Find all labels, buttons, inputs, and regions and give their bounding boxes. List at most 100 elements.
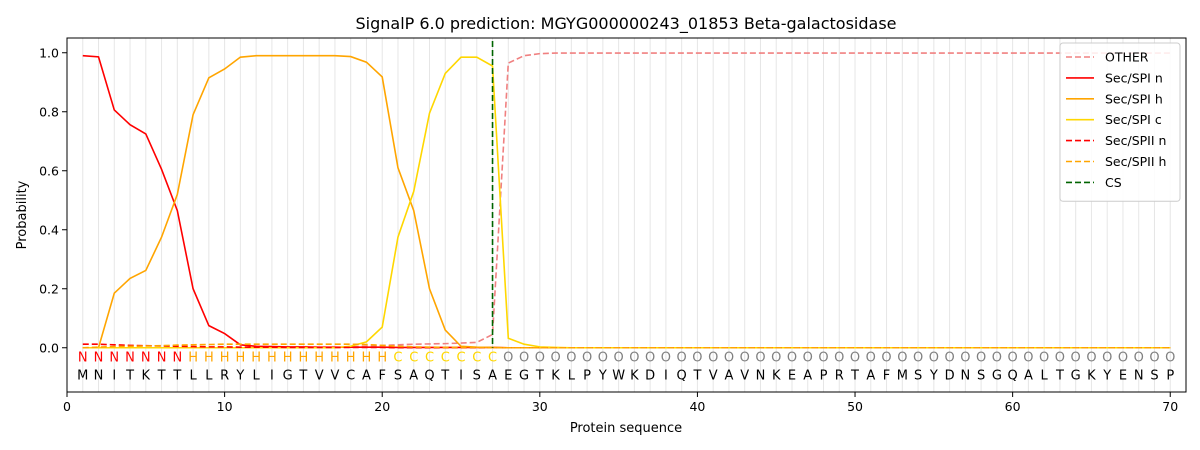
residue-letter: E <box>788 368 796 383</box>
region-label: O <box>1071 351 1081 366</box>
region-label: O <box>992 351 1002 366</box>
legend-entry: CS <box>1105 175 1122 190</box>
residue-letter: G <box>992 368 1002 383</box>
residue-letter: M <box>897 368 908 383</box>
residue-letter: W <box>612 368 625 383</box>
region-label: O <box>897 351 907 366</box>
residue-letter: A <box>724 368 733 383</box>
region-label: N <box>125 351 135 366</box>
residue-letter: T <box>692 368 701 383</box>
residue-letter: P <box>1166 368 1174 383</box>
y-tick-label: 1.0 <box>39 45 59 60</box>
region-label: C <box>409 351 418 366</box>
legend-entry: Sec/SPII h <box>1105 154 1166 169</box>
region-label: O <box>929 351 939 366</box>
residue-letter: K <box>772 368 781 383</box>
legend-entry: Sec/SPI c <box>1105 112 1162 127</box>
series-line-sec-spi-h <box>82 54 1171 349</box>
residue-letter: C <box>346 368 355 383</box>
region-label: O <box>535 351 545 366</box>
residue-letter: V <box>330 368 339 383</box>
region-label: O <box>724 351 734 366</box>
residue-letter: S <box>1150 368 1158 383</box>
region-label: H <box>330 351 340 366</box>
region-label: O <box>1055 351 1065 366</box>
residue-letter: Y <box>598 368 607 383</box>
region-label: O <box>881 351 891 366</box>
residue-letter: K <box>1087 368 1096 383</box>
residue-letter: Q <box>424 368 434 383</box>
region-label: O <box>692 351 702 366</box>
region-label: O <box>787 351 797 366</box>
region-label: C <box>425 351 434 366</box>
region-label: H <box>220 351 230 366</box>
residue-letter: E <box>1119 368 1127 383</box>
region-label: N <box>157 351 167 366</box>
series-line-sec-spi-c <box>82 56 1171 349</box>
residue-letter: V <box>315 368 324 383</box>
residue-letter: I <box>112 368 116 383</box>
series-line-other <box>82 52 1171 349</box>
region-label: C <box>441 351 450 366</box>
region-label: O <box>944 351 954 366</box>
region-label: H <box>283 351 293 366</box>
residue-letter: A <box>362 368 371 383</box>
region-label: H <box>299 351 309 366</box>
residue-letter: G <box>519 368 529 383</box>
series-line-sec-spii-h <box>82 343 1171 349</box>
region-label: N <box>94 351 104 366</box>
residue-letter: S <box>394 368 402 383</box>
region-label: O <box>866 351 876 366</box>
residue-letter: R <box>835 368 844 383</box>
x-tick-label: 60 <box>1005 399 1021 414</box>
region-label: O <box>661 351 671 366</box>
region-label: O <box>818 351 828 366</box>
residue-letter: L <box>568 368 576 383</box>
y-tick-label: 0.8 <box>39 104 59 119</box>
y-tick-label: 0.6 <box>39 163 59 178</box>
residue-letter: S <box>473 368 481 383</box>
residue-letter: A <box>1024 368 1033 383</box>
region-label: O <box>960 351 970 366</box>
region-label: O <box>803 351 813 366</box>
residue-letter: Y <box>1102 368 1111 383</box>
residue-letter: N <box>756 368 766 383</box>
region-label: O <box>755 351 765 366</box>
residue-letter: T <box>125 368 134 383</box>
region-label: O <box>629 351 639 366</box>
residue-letter: T <box>157 368 166 383</box>
x-tick-label: 0 <box>63 399 71 414</box>
residue-letter: P <box>820 368 828 383</box>
y-tick-label: 0.4 <box>39 222 59 237</box>
region-label: O <box>1118 351 1128 366</box>
residue-letter: G <box>1071 368 1081 383</box>
region-label: O <box>976 351 986 366</box>
region-label: C <box>472 351 481 366</box>
region-label: O <box>1039 351 1049 366</box>
region-label: O <box>645 351 655 366</box>
x-tick-label: 30 <box>532 399 548 414</box>
y-tick-label: 0.2 <box>39 281 59 296</box>
region-label: O <box>1023 351 1033 366</box>
region-label: C <box>393 351 402 366</box>
region-label: H <box>346 351 356 366</box>
residue-letter: L <box>205 368 213 383</box>
region-label: H <box>251 351 261 366</box>
region-label: O <box>850 351 860 366</box>
plot-frame <box>66 37 1187 393</box>
series-line-sec-spi-n <box>82 54 1171 349</box>
chart-title: SignalP 6.0 prediction: MGYG000000243_01… <box>355 14 896 34</box>
residue-letter: A <box>409 368 418 383</box>
residue-letter: E <box>504 368 512 383</box>
region-label: O <box>566 351 576 366</box>
residue-letter: A <box>803 368 812 383</box>
residue-letter: T <box>440 368 449 383</box>
x-tick-label: 20 <box>374 399 390 414</box>
residue-letter: K <box>551 368 560 383</box>
region-label: O <box>913 351 923 366</box>
residue-letter: T <box>850 368 859 383</box>
region-label: O <box>708 351 718 366</box>
x-tick-label: 40 <box>689 399 705 414</box>
residue-letter: Y <box>929 368 938 383</box>
